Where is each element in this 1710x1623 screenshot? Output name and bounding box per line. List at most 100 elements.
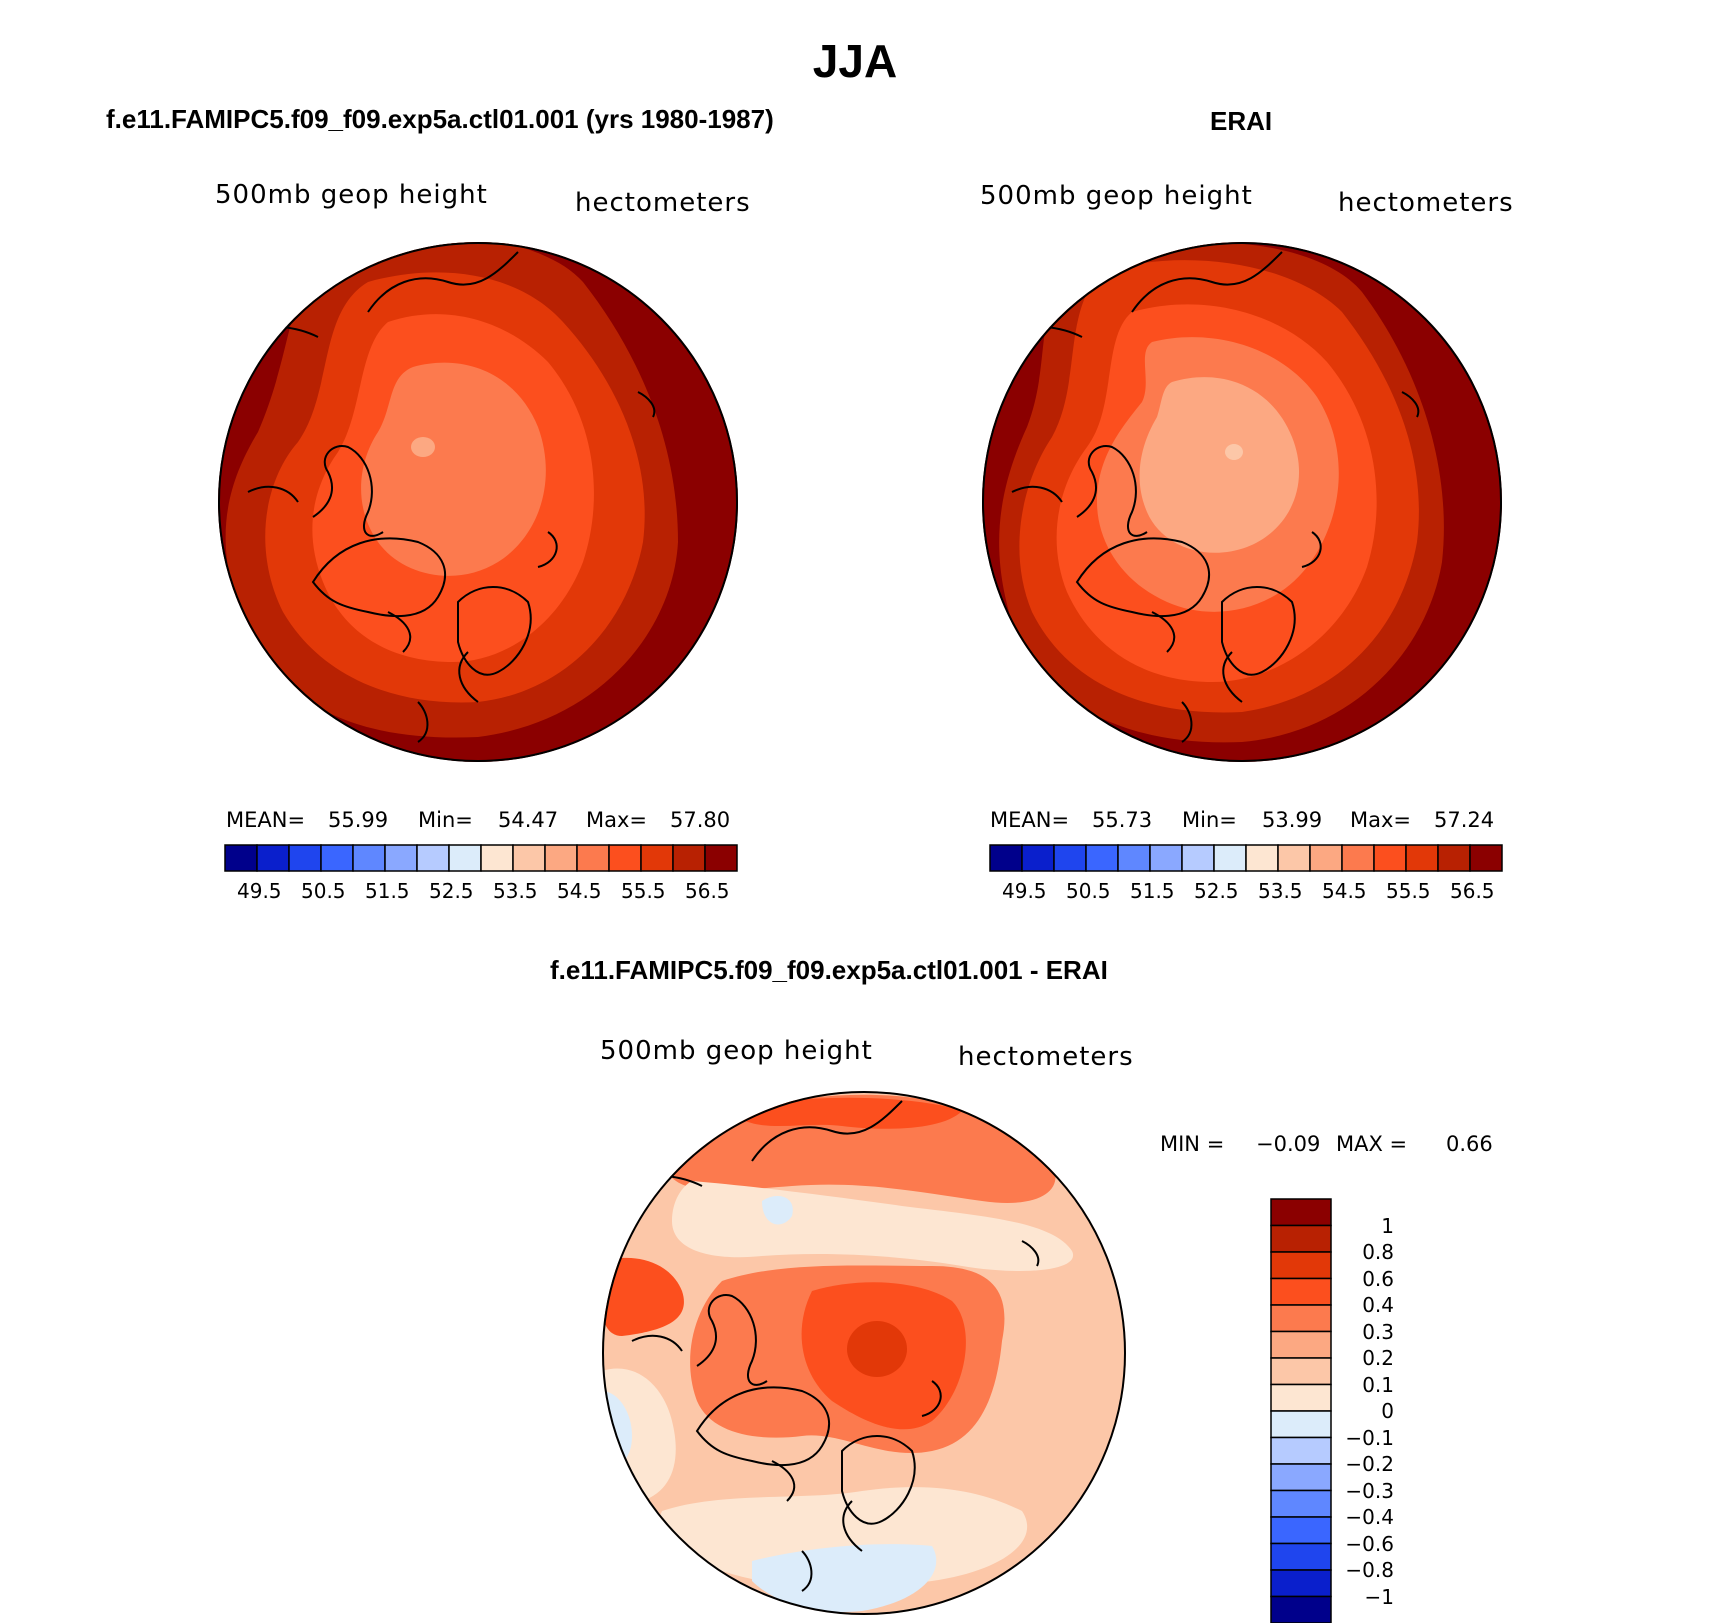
colorbar-tick-label: 51.5 [365,879,405,903]
colorbar-swatch [1271,1491,1331,1518]
panel2-variable-label: 500mb geop height [980,181,1253,211]
colorbar-swatch [1246,845,1278,871]
colorbar-swatch [1271,1438,1331,1465]
colorbar-swatch [1182,845,1214,871]
colorbar-tick-label: 54.5 [1322,879,1362,903]
colorbar-tick-label: 50.5 [301,879,341,903]
panel2-max-label: Max= [1350,808,1411,832]
panel3-contour-band [847,1321,907,1377]
panel1-mean-label: MEAN= [226,808,305,832]
panel2-mean-value: 55.73 [1092,808,1152,832]
panel2-min-value: 53.99 [1262,808,1322,832]
colorbar-swatch [1374,845,1406,871]
colorbar-tick-label: −0.3 [1336,1479,1394,1503]
panel3-max-label: MAX = [1336,1132,1407,1156]
colorbar-tick-label: 0.3 [1336,1320,1394,1344]
panel1-min-value: 54.47 [498,808,558,832]
panel3-max-value: 0.66 [1446,1132,1493,1156]
colorbar-swatch [609,845,641,871]
panel2-units-label: hectometers [1338,188,1514,218]
colorbar-swatch [513,845,545,871]
colorbar-swatch [1271,1358,1331,1385]
colorbar-swatch [1271,1517,1331,1544]
colorbar-tick-label: 0.4 [1336,1293,1394,1317]
colorbar-swatch [1271,1597,1331,1623]
colorbar-swatch [1022,845,1054,871]
colorbar-swatch [321,845,353,871]
colorbar-swatch [1271,1199,1331,1226]
panel1-colorbar [225,845,737,871]
panel2-mean-label: MEAN= [990,808,1069,832]
panel3-variable-label: 500mb geop height [600,1036,873,1066]
panel1-max-value: 57.80 [670,808,730,832]
colorbar-tick-label: 52.5 [429,879,469,903]
colorbar-swatch [1278,845,1310,871]
panel2-min-label: Min= [1182,808,1237,832]
colorbar-swatch [289,845,321,871]
colorbar-tick-label: 51.5 [1130,879,1170,903]
colorbar-tick-label: 1 [1336,1214,1394,1238]
colorbar-tick-label: −0.2 [1336,1452,1394,1476]
colorbar-tick-label: 0.8 [1336,1240,1394,1264]
colorbar-swatch [1406,845,1438,871]
panel1-variable-label: 500mb geop height [215,180,488,210]
panel1-contour-band [411,437,435,457]
colorbar-tick-label: 49.5 [1002,879,1042,903]
colorbar-swatch [1150,845,1182,871]
colorbar-swatch [353,845,385,871]
colorbar-tick-label: 55.5 [1386,879,1426,903]
colorbar-swatch [545,845,577,871]
colorbar-swatch [705,845,737,871]
colorbar-tick-label: 52.5 [1194,879,1234,903]
colorbar-tick-label: 0.2 [1336,1346,1394,1370]
colorbar-tick-label: 56.5 [1450,879,1490,903]
panel2-max-value: 57.24 [1434,808,1494,832]
colorbar-tick-label: −1 [1336,1585,1394,1609]
colorbar-swatch [990,845,1022,871]
colorbar-tick-label: 53.5 [493,879,533,903]
colorbar-swatch [1054,845,1086,871]
colorbar-swatch [577,845,609,871]
colorbar-swatch [1310,845,1342,871]
colorbar-swatch [1271,1464,1331,1491]
panel2-polar-map [982,242,1502,762]
colorbar-swatch [1271,1411,1331,1438]
colorbar-tick-label: 0.1 [1336,1373,1394,1397]
colorbar-swatch [1271,1305,1331,1332]
colorbar-tick-label: 49.5 [237,879,277,903]
figure-title: JJA [0,34,1710,88]
panel2-colorbar [990,845,1502,871]
colorbar-swatch [1470,845,1502,871]
colorbar-tick-label: −0.6 [1336,1532,1394,1556]
colorbar-swatch [1271,1570,1331,1597]
colorbar-swatch [641,845,673,871]
colorbar-swatch [1086,845,1118,871]
colorbar-swatch [417,845,449,871]
colorbar-swatch [257,845,289,871]
colorbar-swatch [449,845,481,871]
colorbar-tick-label: −0.1 [1336,1426,1394,1450]
colorbar-swatch [1271,1544,1331,1571]
panel3-polar-map [602,1091,1126,1615]
panel1-units-label: hectometers [575,188,751,218]
colorbar-swatch [481,845,513,871]
colorbar-tick-label: 54.5 [557,879,597,903]
colorbar-swatch [225,845,257,871]
colorbar-swatch [385,845,417,871]
colorbar-tick-label: 56.5 [685,879,725,903]
panel1-mean-value: 55.99 [328,808,388,832]
colorbar-swatch [1271,1332,1331,1359]
colorbar-swatch [673,845,705,871]
colorbar-swatch [1271,1252,1331,1279]
colorbar-tick-label: 0 [1336,1399,1394,1423]
colorbar-tick-label: −0.4 [1336,1505,1394,1529]
colorbar-swatch [1214,845,1246,871]
colorbar-swatch [1438,845,1470,871]
panel3-units-label: hectometers [958,1042,1134,1072]
panel3-colorbar [1271,1199,1331,1623]
colorbar-tick-label: −0.8 [1336,1558,1394,1582]
panel2-title: ERAI [1210,106,1272,137]
colorbar-swatch [1271,1385,1331,1412]
colorbar-swatch [1342,845,1374,871]
colorbar-tick-label: 53.5 [1258,879,1298,903]
